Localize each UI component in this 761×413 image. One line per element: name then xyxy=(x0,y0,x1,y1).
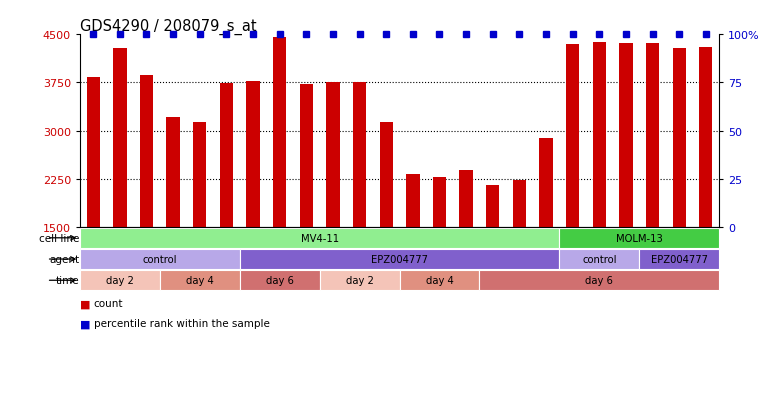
Text: day 6: day 6 xyxy=(266,275,294,285)
Bar xyxy=(167,117,180,228)
Bar xyxy=(433,178,446,228)
Bar xyxy=(326,83,339,228)
Text: count: count xyxy=(94,299,123,309)
Bar xyxy=(240,249,559,269)
Bar xyxy=(559,249,639,269)
Text: day 4: day 4 xyxy=(425,275,454,285)
Bar xyxy=(80,228,559,248)
Text: ■: ■ xyxy=(80,299,91,309)
Bar xyxy=(247,81,260,228)
Text: EPZ004777: EPZ004777 xyxy=(651,254,708,264)
Text: MOLM-13: MOLM-13 xyxy=(616,233,663,243)
Bar xyxy=(320,271,400,290)
Bar xyxy=(699,48,712,228)
Text: cell line: cell line xyxy=(39,233,79,243)
Text: control: control xyxy=(582,254,616,264)
Bar xyxy=(353,83,366,228)
Bar xyxy=(220,84,233,228)
Bar xyxy=(80,271,160,290)
Bar xyxy=(273,38,286,228)
Text: MV4-11: MV4-11 xyxy=(301,233,339,243)
Bar xyxy=(593,43,606,228)
Text: day 6: day 6 xyxy=(585,275,613,285)
Bar xyxy=(406,175,419,228)
Bar xyxy=(400,271,479,290)
Bar xyxy=(566,45,579,228)
Text: control: control xyxy=(142,254,177,264)
Bar xyxy=(673,49,686,228)
Bar xyxy=(513,181,526,228)
Text: percentile rank within the sample: percentile rank within the sample xyxy=(94,318,269,328)
Bar xyxy=(540,139,552,228)
Text: ■: ■ xyxy=(80,318,91,328)
Text: day 2: day 2 xyxy=(106,275,134,285)
Bar xyxy=(619,44,632,228)
Text: EPZ004777: EPZ004777 xyxy=(371,254,428,264)
Text: agent: agent xyxy=(49,254,79,264)
Text: time: time xyxy=(56,275,79,285)
Bar xyxy=(460,171,473,228)
Bar xyxy=(559,228,719,248)
Bar xyxy=(380,123,393,228)
Bar xyxy=(479,271,719,290)
Bar xyxy=(87,78,100,228)
Bar xyxy=(240,271,320,290)
Text: day 2: day 2 xyxy=(345,275,374,285)
Bar xyxy=(160,271,240,290)
Bar xyxy=(486,185,499,228)
Text: GDS4290 / 208079_s_at: GDS4290 / 208079_s_at xyxy=(80,19,256,35)
Text: day 4: day 4 xyxy=(186,275,214,285)
Bar xyxy=(140,76,153,228)
Bar xyxy=(80,249,240,269)
Bar xyxy=(113,49,126,228)
Bar xyxy=(300,85,313,228)
Bar xyxy=(193,123,206,228)
Bar xyxy=(646,44,659,228)
Bar xyxy=(639,249,719,269)
